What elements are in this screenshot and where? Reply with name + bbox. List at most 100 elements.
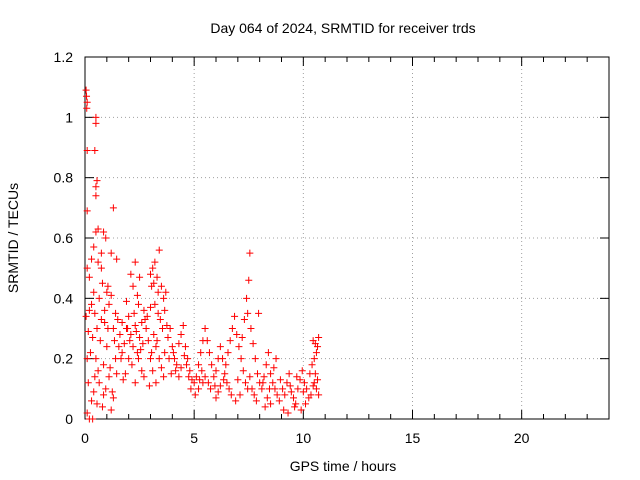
data-points bbox=[82, 86, 323, 423]
data-point bbox=[108, 388, 116, 396]
data-point bbox=[265, 385, 273, 393]
data-point bbox=[267, 370, 275, 378]
data-point bbox=[201, 325, 209, 332]
data-point bbox=[103, 288, 111, 296]
x-tick-label: 20 bbox=[514, 430, 530, 446]
data-point bbox=[110, 337, 118, 345]
data-point bbox=[309, 337, 317, 345]
data-point bbox=[246, 373, 254, 381]
y-tick-label: 0.6 bbox=[54, 230, 74, 246]
data-point bbox=[240, 315, 248, 323]
data-point bbox=[297, 406, 305, 414]
data-point bbox=[83, 92, 91, 100]
data-point bbox=[219, 355, 227, 363]
data-point bbox=[275, 397, 283, 405]
data-point bbox=[151, 258, 159, 266]
data-point bbox=[93, 177, 101, 185]
data-point bbox=[314, 376, 322, 384]
data-point bbox=[234, 376, 242, 384]
data-point bbox=[122, 297, 130, 305]
data-point bbox=[221, 370, 229, 378]
data-point bbox=[269, 379, 277, 387]
data-point bbox=[121, 370, 129, 378]
data-point bbox=[129, 282, 137, 290]
data-point bbox=[116, 331, 124, 339]
data-point bbox=[247, 325, 255, 332]
data-point bbox=[155, 355, 163, 363]
data-point bbox=[262, 361, 270, 369]
y-tick-label: 1.2 bbox=[54, 49, 74, 65]
data-point bbox=[222, 361, 230, 369]
x-axis-label: GPS time / hours bbox=[290, 458, 397, 474]
data-point bbox=[181, 343, 189, 351]
data-point bbox=[129, 343, 137, 351]
data-point bbox=[162, 288, 170, 296]
data-point bbox=[250, 391, 258, 399]
data-point bbox=[101, 306, 109, 314]
data-point bbox=[175, 340, 183, 348]
data-point bbox=[314, 343, 322, 351]
data-point bbox=[100, 228, 108, 236]
data-point bbox=[85, 306, 93, 314]
data-point bbox=[164, 334, 172, 342]
data-point bbox=[140, 306, 148, 314]
data-point bbox=[109, 204, 117, 212]
data-point bbox=[152, 379, 160, 387]
data-point bbox=[244, 309, 252, 317]
data-point bbox=[258, 385, 266, 393]
data-point bbox=[86, 349, 94, 357]
data-point bbox=[224, 349, 232, 357]
data-point bbox=[151, 300, 159, 308]
data-point bbox=[153, 337, 161, 345]
data-point bbox=[226, 337, 234, 345]
data-point bbox=[190, 379, 198, 387]
data-point bbox=[192, 373, 200, 381]
data-point bbox=[231, 312, 239, 320]
data-point bbox=[196, 376, 204, 384]
data-point bbox=[211, 382, 219, 390]
data-point bbox=[183, 361, 191, 369]
data-point bbox=[128, 361, 136, 369]
data-point bbox=[90, 388, 98, 396]
data-point bbox=[91, 309, 99, 317]
data-point bbox=[83, 355, 91, 363]
data-point bbox=[137, 346, 145, 354]
data-point bbox=[195, 361, 203, 369]
data-point bbox=[125, 312, 133, 320]
data-point bbox=[261, 403, 269, 411]
data-point bbox=[279, 385, 287, 393]
data-point bbox=[225, 385, 233, 393]
data-point bbox=[179, 321, 187, 329]
data-point bbox=[212, 367, 220, 375]
data-point bbox=[100, 391, 108, 399]
data-point bbox=[184, 355, 192, 363]
data-point bbox=[263, 394, 271, 402]
data-point bbox=[149, 367, 157, 375]
data-point bbox=[154, 288, 162, 296]
data-point bbox=[241, 379, 249, 387]
data-point bbox=[177, 331, 185, 339]
data-point bbox=[82, 312, 90, 320]
data-point bbox=[105, 300, 113, 308]
data-point bbox=[172, 367, 180, 375]
data-point bbox=[145, 382, 153, 390]
data-point bbox=[138, 318, 146, 326]
data-point bbox=[233, 331, 241, 339]
data-point bbox=[89, 415, 97, 423]
data-point bbox=[310, 379, 318, 387]
data-point bbox=[92, 192, 100, 200]
data-point bbox=[273, 391, 281, 399]
data-point bbox=[173, 361, 181, 369]
grid-lines bbox=[85, 57, 609, 419]
data-point bbox=[294, 385, 302, 393]
data-point bbox=[161, 306, 169, 314]
data-point bbox=[296, 376, 304, 384]
data-point bbox=[210, 373, 218, 381]
data-point bbox=[91, 147, 99, 155]
data-point bbox=[159, 325, 167, 332]
data-point bbox=[85, 273, 93, 281]
data-point bbox=[307, 391, 315, 399]
y-tick-labels: 0 0.2 0.4 0.6 0.8 1 1.2 bbox=[54, 49, 74, 427]
y-tick-label: 0.8 bbox=[54, 170, 74, 186]
